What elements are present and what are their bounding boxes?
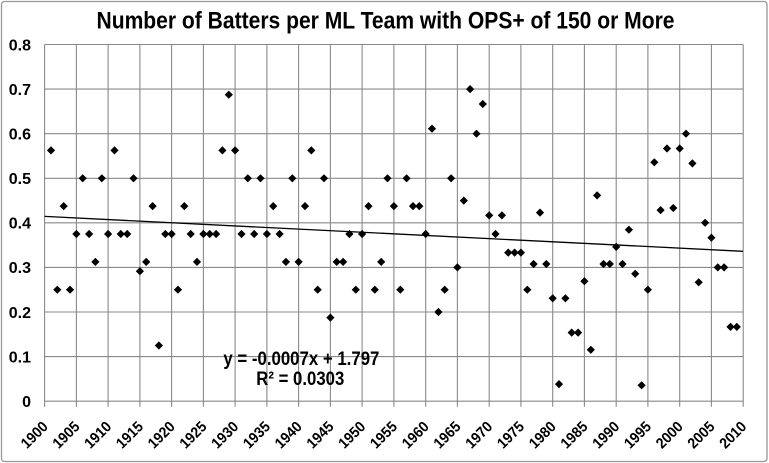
svg-text:0.8: 0.8 — [9, 37, 31, 54]
svg-text:0.3: 0.3 — [9, 260, 31, 277]
svg-text:y = -0.0007x + 1.797: y = -0.0007x + 1.797 — [223, 349, 379, 370]
svg-text:0.7: 0.7 — [9, 82, 31, 99]
svg-text:0.4: 0.4 — [9, 216, 31, 233]
svg-text:0.2: 0.2 — [9, 305, 31, 322]
svg-text:0.6: 0.6 — [9, 127, 31, 144]
svg-text:Number of Batters per ML Team: Number of Batters per ML Team with OPS+ … — [97, 8, 675, 35]
svg-text:0.5: 0.5 — [9, 171, 31, 188]
svg-text:0: 0 — [22, 394, 31, 411]
svg-text:R² = 0.0303: R² = 0.0303 — [256, 369, 344, 390]
svg-text:0.1: 0.1 — [9, 349, 31, 366]
